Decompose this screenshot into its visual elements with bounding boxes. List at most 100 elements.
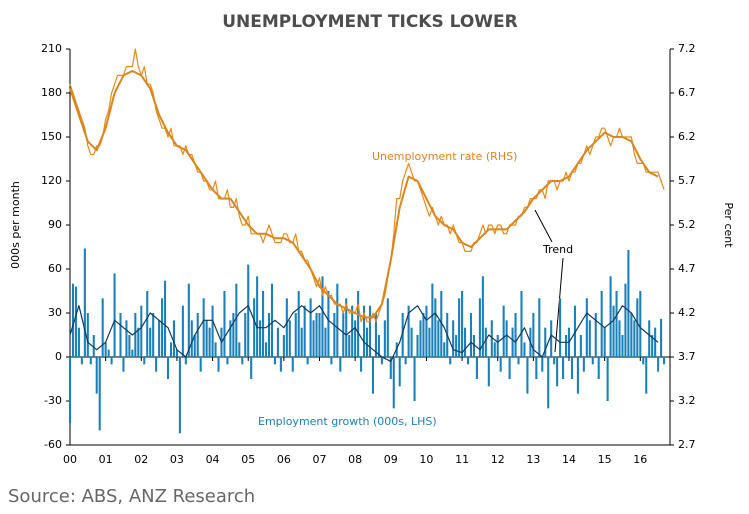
- y2-axis-label: Per cent: [722, 202, 735, 248]
- bar: [413, 357, 416, 401]
- x-tick-label: 02: [134, 453, 148, 466]
- bar: [131, 349, 134, 357]
- bar: [461, 291, 464, 357]
- x-tick-label: 03: [170, 453, 184, 466]
- bar: [342, 313, 345, 357]
- bar: [193, 335, 196, 357]
- bar: [143, 357, 146, 365]
- bar: [282, 335, 285, 357]
- bar: [526, 357, 529, 394]
- bar: [657, 357, 660, 372]
- x-tick-label: 08: [348, 453, 362, 466]
- bar: [621, 335, 624, 357]
- bar: [214, 342, 217, 357]
- bar: [434, 298, 437, 357]
- bar: [137, 327, 140, 357]
- bar: [149, 327, 152, 357]
- bar: [633, 320, 636, 357]
- x-tick-label: 15: [598, 453, 612, 466]
- bar: [600, 291, 603, 357]
- bar: [89, 357, 92, 365]
- bar: [419, 320, 422, 357]
- bar: [496, 335, 499, 357]
- bar: [562, 357, 565, 379]
- bar: [603, 327, 606, 357]
- bar: [639, 291, 642, 357]
- y-tick-label: -30: [44, 394, 62, 407]
- bar: [374, 313, 377, 357]
- bar: [187, 283, 190, 357]
- annotation-arrow: [554, 257, 564, 353]
- bar: [383, 320, 386, 357]
- bar: [627, 249, 630, 357]
- bar: [265, 342, 268, 357]
- bar: [107, 349, 110, 357]
- bar: [104, 342, 107, 357]
- bar: [493, 342, 496, 357]
- bar: [253, 298, 256, 357]
- y-tick-label: 0: [55, 350, 62, 363]
- bar: [410, 327, 413, 357]
- bar: [398, 357, 401, 387]
- bar: [455, 335, 458, 357]
- y2-tick-label: 4.2: [678, 306, 696, 319]
- line: [69, 305, 659, 362]
- bar: [490, 320, 493, 357]
- bar: [276, 327, 279, 357]
- bar: [404, 357, 407, 365]
- x-tick-label: 16: [633, 453, 647, 466]
- bar: [416, 335, 419, 357]
- bar: [92, 335, 95, 357]
- bar: [502, 305, 505, 357]
- bar: [615, 291, 618, 357]
- bar: [437, 320, 440, 357]
- bar: [199, 357, 202, 372]
- x-tick-label: 07: [313, 453, 327, 466]
- bar: [211, 305, 214, 357]
- bar: [472, 335, 475, 357]
- bar: [348, 335, 351, 357]
- bar: [663, 357, 666, 365]
- bar: [321, 276, 324, 357]
- y2-tick-label: 2.7: [678, 438, 696, 451]
- bar: [443, 342, 446, 357]
- bar: [250, 357, 253, 379]
- bar: [309, 298, 312, 357]
- y-tick-label: 180: [41, 86, 62, 99]
- bar: [523, 342, 526, 357]
- bar: [345, 298, 348, 357]
- bar: [256, 276, 259, 357]
- bar: [303, 305, 306, 357]
- bar: [553, 357, 556, 365]
- bar: [428, 327, 431, 357]
- bar: [77, 327, 80, 357]
- bar: [113, 273, 116, 357]
- bar: [609, 276, 612, 357]
- bar: [241, 357, 244, 365]
- bar: [475, 357, 478, 379]
- bar: [487, 357, 490, 387]
- bar: [267, 313, 271, 357]
- line: [69, 48, 665, 323]
- bar: [401, 313, 404, 357]
- bar: [158, 320, 161, 357]
- bar: [594, 313, 597, 357]
- bar: [469, 313, 473, 357]
- bar: [573, 305, 576, 357]
- bar: [166, 357, 170, 379]
- annotation: Unemployment rate (RHS): [372, 150, 517, 163]
- bar: [291, 357, 294, 372]
- bar: [354, 320, 357, 357]
- bar: [83, 248, 86, 357]
- bar: [98, 357, 101, 431]
- bar: [386, 298, 389, 357]
- bar: [155, 357, 158, 372]
- bar: [478, 298, 481, 357]
- bar: [101, 298, 104, 357]
- y2-tick-label: 6.2: [678, 130, 696, 143]
- bar: [458, 298, 461, 357]
- bar: [660, 318, 663, 357]
- bar: [541, 357, 544, 372]
- bar: [377, 335, 380, 357]
